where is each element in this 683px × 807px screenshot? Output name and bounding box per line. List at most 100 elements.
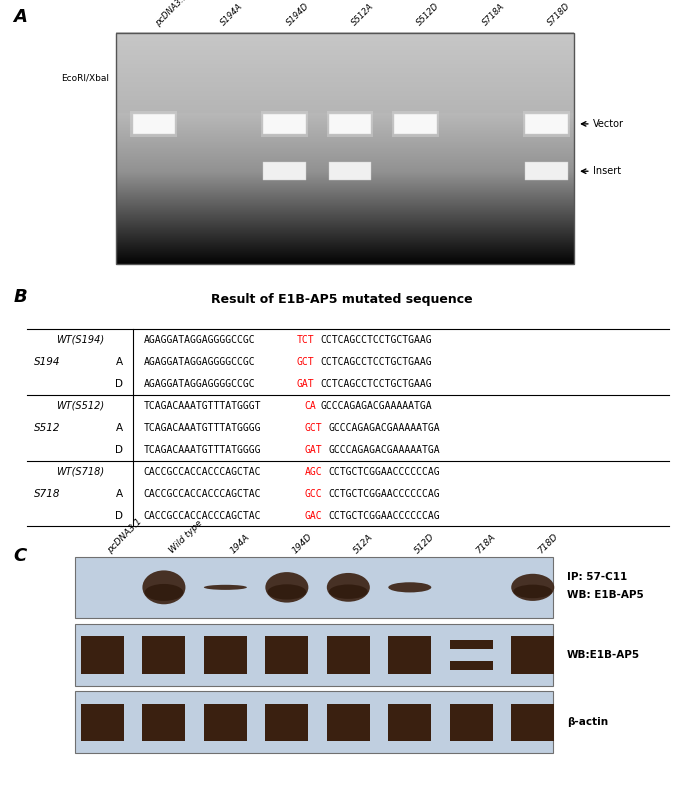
Text: 512A: 512A (352, 533, 375, 555)
Text: CCTGCTCGGAACCCCCCAG: CCTGCTCGGAACCCCCCAG (329, 466, 441, 477)
Text: Vector: Vector (593, 119, 624, 129)
Text: TCT: TCT (296, 335, 314, 345)
Bar (388, 704, 432, 741)
Text: S194D: S194D (285, 2, 311, 27)
Text: WT(S512): WT(S512) (56, 401, 104, 411)
Bar (326, 111, 373, 136)
Text: CACCGCCACCACCCAGCTAC: CACCGCCACCACCCAGCTAC (143, 511, 261, 521)
Bar (262, 111, 308, 136)
Text: A: A (116, 488, 123, 499)
Text: S194: S194 (34, 357, 61, 367)
Bar (81, 704, 124, 741)
Text: IP: 57-C11: IP: 57-C11 (567, 572, 627, 582)
Text: Wild type: Wild type (167, 519, 204, 555)
Bar (133, 114, 175, 134)
Bar (75, 692, 553, 753)
Ellipse shape (204, 585, 247, 590)
Bar (266, 636, 309, 674)
Text: CACCGCCACCACCCAGCTAC: CACCGCCACCACCCAGCTAC (143, 488, 261, 499)
Text: pcDNA3.1(+): pcDNA3.1(+) (154, 0, 199, 27)
Text: A: A (14, 8, 27, 27)
Text: 718A: 718A (475, 533, 498, 555)
Text: A: A (116, 423, 123, 433)
Text: WB: E1B-AP5: WB: E1B-AP5 (567, 590, 643, 600)
Text: S718: S718 (34, 488, 61, 499)
Text: 194D: 194D (290, 532, 313, 555)
Bar (75, 624, 553, 686)
Bar (116, 33, 574, 265)
Bar (511, 636, 555, 674)
Text: CCTCAGCCTCCTGCTGAAG: CCTCAGCCTCCTGCTGAAG (321, 378, 432, 389)
Ellipse shape (514, 584, 552, 598)
Bar (450, 661, 493, 670)
Text: S512D: S512D (415, 2, 442, 27)
Text: D: D (115, 445, 123, 454)
Ellipse shape (329, 584, 367, 599)
Text: WT(S718): WT(S718) (56, 466, 104, 477)
Text: CA: CA (305, 401, 316, 411)
Bar (329, 114, 371, 134)
Bar (327, 636, 370, 674)
Bar (327, 704, 370, 741)
Text: β-actin: β-actin (567, 717, 608, 727)
Ellipse shape (265, 572, 309, 603)
Text: GCC: GCC (305, 488, 322, 499)
Text: TCAGACAAATGTTTATGGGG: TCAGACAAATGTTTATGGGG (143, 423, 261, 433)
Ellipse shape (511, 574, 555, 601)
Bar (130, 111, 177, 136)
Text: EcoRI/XbaI: EcoRI/XbaI (61, 73, 109, 82)
Text: AGAGGATAGGAGGGGCCGC: AGAGGATAGGAGGGGCCGC (143, 357, 255, 367)
Bar (142, 636, 185, 674)
Bar (392, 111, 438, 136)
Bar (81, 636, 124, 674)
Text: AGC: AGC (305, 466, 322, 477)
Text: S512A: S512A (350, 2, 376, 27)
Bar (75, 557, 553, 618)
Ellipse shape (268, 584, 306, 600)
Bar (142, 704, 185, 741)
Text: S512: S512 (34, 423, 61, 433)
Text: 718D: 718D (536, 532, 559, 555)
Text: GAT: GAT (305, 445, 322, 454)
Text: CACCGCCACCACCCAGCTAC: CACCGCCACCACCCAGCTAC (143, 466, 261, 477)
Bar (388, 636, 432, 674)
Text: pcDNA3.1: pcDNA3.1 (106, 517, 144, 555)
Text: AGAGGATAGGAGGGGCCGC: AGAGGATAGGAGGGGCCGC (143, 335, 255, 345)
Ellipse shape (145, 584, 183, 601)
Text: AGAGGATAGGAGGGGCCGC: AGAGGATAGGAGGGGCCGC (143, 378, 255, 389)
Bar (511, 704, 555, 741)
Bar (266, 704, 309, 741)
Text: B: B (14, 287, 27, 306)
Text: S194A: S194A (219, 2, 245, 27)
Bar (525, 162, 568, 180)
Text: GCT: GCT (305, 423, 322, 433)
Bar (394, 114, 436, 134)
Text: GCT: GCT (296, 357, 314, 367)
Text: D: D (115, 511, 123, 521)
Bar (525, 114, 568, 134)
Bar (329, 162, 371, 180)
Text: WT(S194): WT(S194) (56, 335, 104, 345)
Text: D: D (115, 378, 123, 389)
Text: S718D: S718D (546, 2, 572, 27)
Text: TCAGACAAATGTTTATGGGG: TCAGACAAATGTTTATGGGG (143, 445, 261, 454)
Text: CCTCAGCCTCCTGCTGAAG: CCTCAGCCTCCTGCTGAAG (321, 357, 432, 367)
Text: GCCCAGAGACGAAAAATGA: GCCCAGAGACGAAAAATGA (329, 445, 441, 454)
Text: Insert: Insert (593, 166, 621, 176)
Bar (264, 162, 306, 180)
Text: 512D: 512D (413, 532, 436, 555)
Text: GAC: GAC (305, 511, 322, 521)
Text: GCCCAGAGACGAAAAATGA: GCCCAGAGACGAAAAATGA (321, 401, 432, 411)
Bar (204, 636, 247, 674)
Bar (450, 640, 493, 649)
Text: TCAGACAAATGTTTATGGGT: TCAGACAAATGTTTATGGGT (143, 401, 261, 411)
Text: 194A: 194A (229, 533, 252, 555)
Ellipse shape (388, 583, 432, 592)
Text: A: A (116, 357, 123, 367)
Text: C: C (14, 547, 27, 566)
Text: Result of E1B-AP5 mutated sequence: Result of E1B-AP5 mutated sequence (210, 293, 473, 306)
Text: GCCCAGAGACGAAAAATGA: GCCCAGAGACGAAAAATGA (329, 423, 441, 433)
Text: S718A: S718A (481, 2, 507, 27)
Bar (450, 704, 493, 741)
Ellipse shape (326, 573, 370, 602)
